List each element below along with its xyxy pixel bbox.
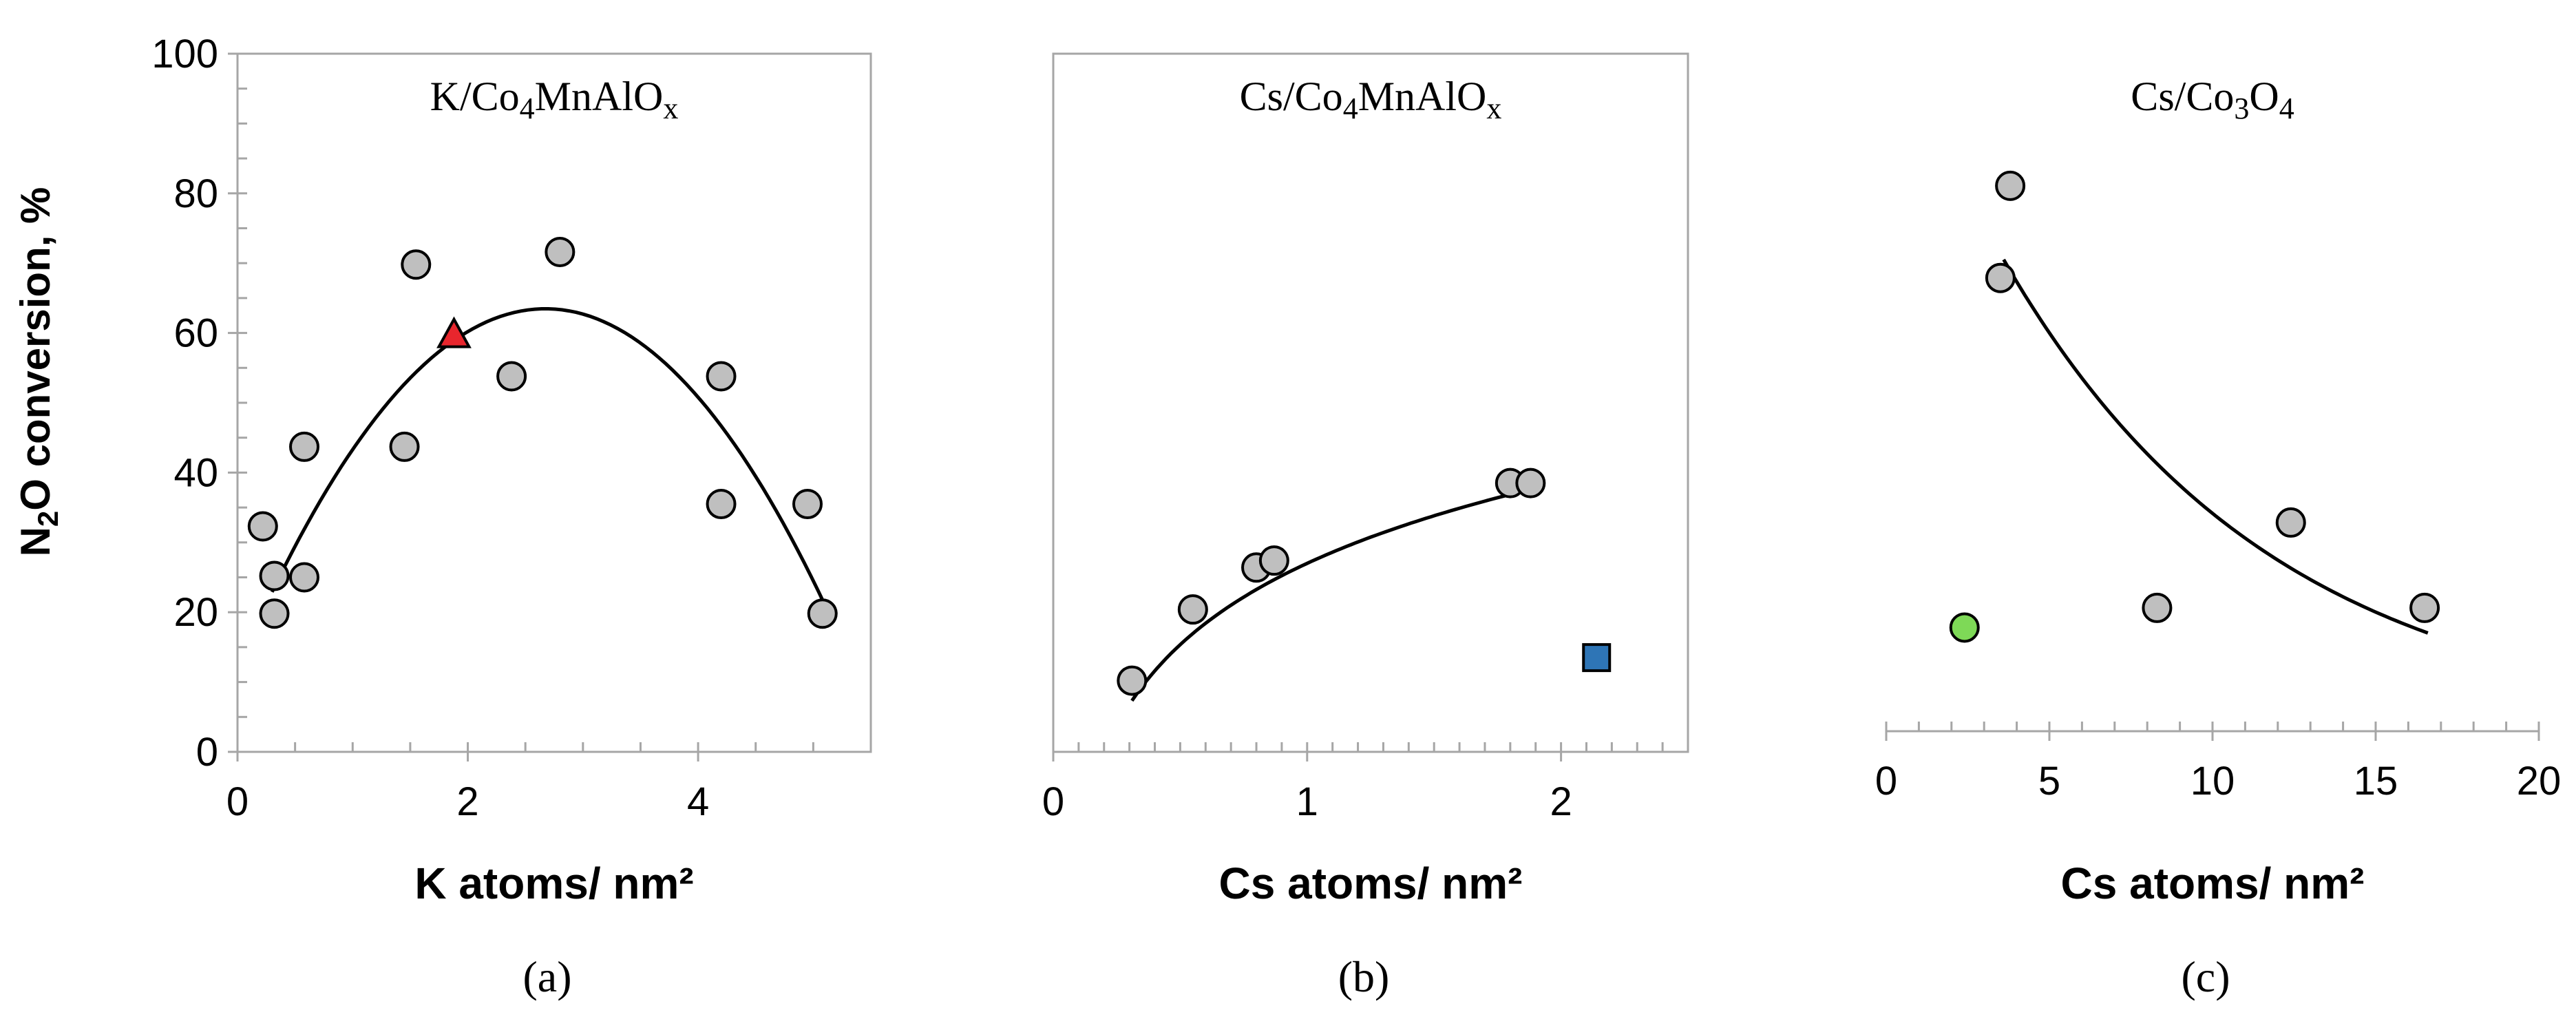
trendline bbox=[270, 307, 827, 606]
panel-title-part: MnAlO bbox=[535, 74, 664, 119]
data-point bbox=[2409, 592, 2440, 623]
x-axis-title: K atoms/ nm² bbox=[414, 859, 693, 908]
data-point bbox=[1117, 665, 1148, 696]
y-axis-title-main: N bbox=[12, 527, 59, 556]
y-axis-title: N2O conversion, % bbox=[12, 187, 64, 557]
trendline bbox=[2002, 258, 2429, 635]
y-axis-title-rest: O conversion, % bbox=[12, 187, 59, 511]
x-axis-title: Cs atoms/ nm² bbox=[2061, 859, 2365, 908]
y-tick-label: 20 bbox=[173, 590, 218, 635]
panel-title-part: Cs/Co bbox=[1240, 74, 1343, 119]
data-point bbox=[1177, 594, 1208, 625]
data-point bbox=[706, 361, 737, 392]
x-axis-title: Cs atoms/ nm² bbox=[1219, 859, 1523, 908]
panel-title: K/Co4MnAlOx bbox=[430, 74, 679, 125]
data-point bbox=[2275, 507, 2306, 538]
data-point bbox=[1258, 545, 1289, 576]
data-point bbox=[247, 511, 278, 542]
panel-title-part: O bbox=[2249, 74, 2279, 119]
data-point bbox=[389, 431, 420, 462]
data-point-square bbox=[1582, 643, 1612, 673]
panel-title-subscript: 4 bbox=[520, 92, 535, 125]
data-point bbox=[1515, 468, 1546, 498]
data-point bbox=[706, 489, 737, 520]
panel-title-subscript: x bbox=[1486, 92, 1501, 125]
x-tick-label: 0 bbox=[1875, 759, 1897, 803]
plot-frame bbox=[1052, 52, 1689, 753]
x-tick-label: 0 bbox=[226, 779, 249, 824]
x-tick-label: 20 bbox=[2517, 759, 2562, 803]
panel-title-part: Cs/Co bbox=[2131, 74, 2234, 119]
data-point bbox=[259, 598, 290, 629]
panel-label: (a) bbox=[522, 952, 571, 1001]
y-tick-label: 60 bbox=[173, 311, 218, 356]
panel-b: 0 1 2 Cs/Co4MnAlOx Cs atoms/ nm² (b) bbox=[1042, 52, 1689, 1001]
panel-title-part: MnAlO bbox=[1358, 74, 1487, 119]
data-point bbox=[545, 236, 576, 267]
data-point bbox=[401, 249, 432, 280]
data-point bbox=[792, 489, 823, 520]
panel-title-part: K/Co bbox=[430, 74, 520, 119]
data-point bbox=[1949, 612, 1980, 643]
panel-title-subscript: 4 bbox=[1343, 92, 1358, 125]
x-tick-label: 0 bbox=[1042, 779, 1064, 824]
y-axis-title-subscript: 2 bbox=[32, 511, 64, 527]
panel-label: (c) bbox=[2181, 952, 2230, 1001]
x-tick-label: 10 bbox=[2190, 759, 2235, 803]
x-tick-label: 1 bbox=[1296, 779, 1318, 824]
data-point bbox=[2142, 592, 2173, 623]
x-tick-label: 15 bbox=[2354, 759, 2398, 803]
data-point bbox=[1995, 170, 2026, 201]
y-tick-label: 0 bbox=[196, 730, 218, 775]
panel-label: (b) bbox=[1338, 952, 1390, 1001]
x-tick-label: 2 bbox=[456, 779, 478, 824]
data-point bbox=[289, 431, 320, 462]
panel-title: Cs/Co4MnAlOx bbox=[1240, 74, 1502, 125]
x-tick-label: 5 bbox=[2038, 759, 2060, 803]
data-point bbox=[496, 361, 527, 392]
y-tick-label: 80 bbox=[173, 171, 218, 216]
panel-title-subscript: 3 bbox=[2234, 92, 2249, 125]
data-point bbox=[1985, 262, 2016, 293]
y-tick-label: 100 bbox=[151, 32, 218, 76]
data-point bbox=[289, 562, 320, 593]
panel-title-subscript: x bbox=[663, 92, 678, 125]
panel-title-subscript: 4 bbox=[2279, 92, 2294, 125]
x-tick-label: 4 bbox=[687, 779, 709, 824]
panel-c: 0 5 10 15 20 Cs/Co3O4 Cs atoms/ nm² (c) bbox=[1875, 74, 2561, 1001]
x-tick-label: 2 bbox=[1550, 779, 1572, 824]
data-point-triangle bbox=[436, 316, 472, 348]
data-point bbox=[807, 598, 838, 629]
data-point bbox=[259, 560, 290, 591]
y-tick-label: 40 bbox=[173, 450, 218, 495]
panel-title: Cs/Co3O4 bbox=[2131, 74, 2294, 125]
trendline bbox=[1130, 487, 1531, 702]
